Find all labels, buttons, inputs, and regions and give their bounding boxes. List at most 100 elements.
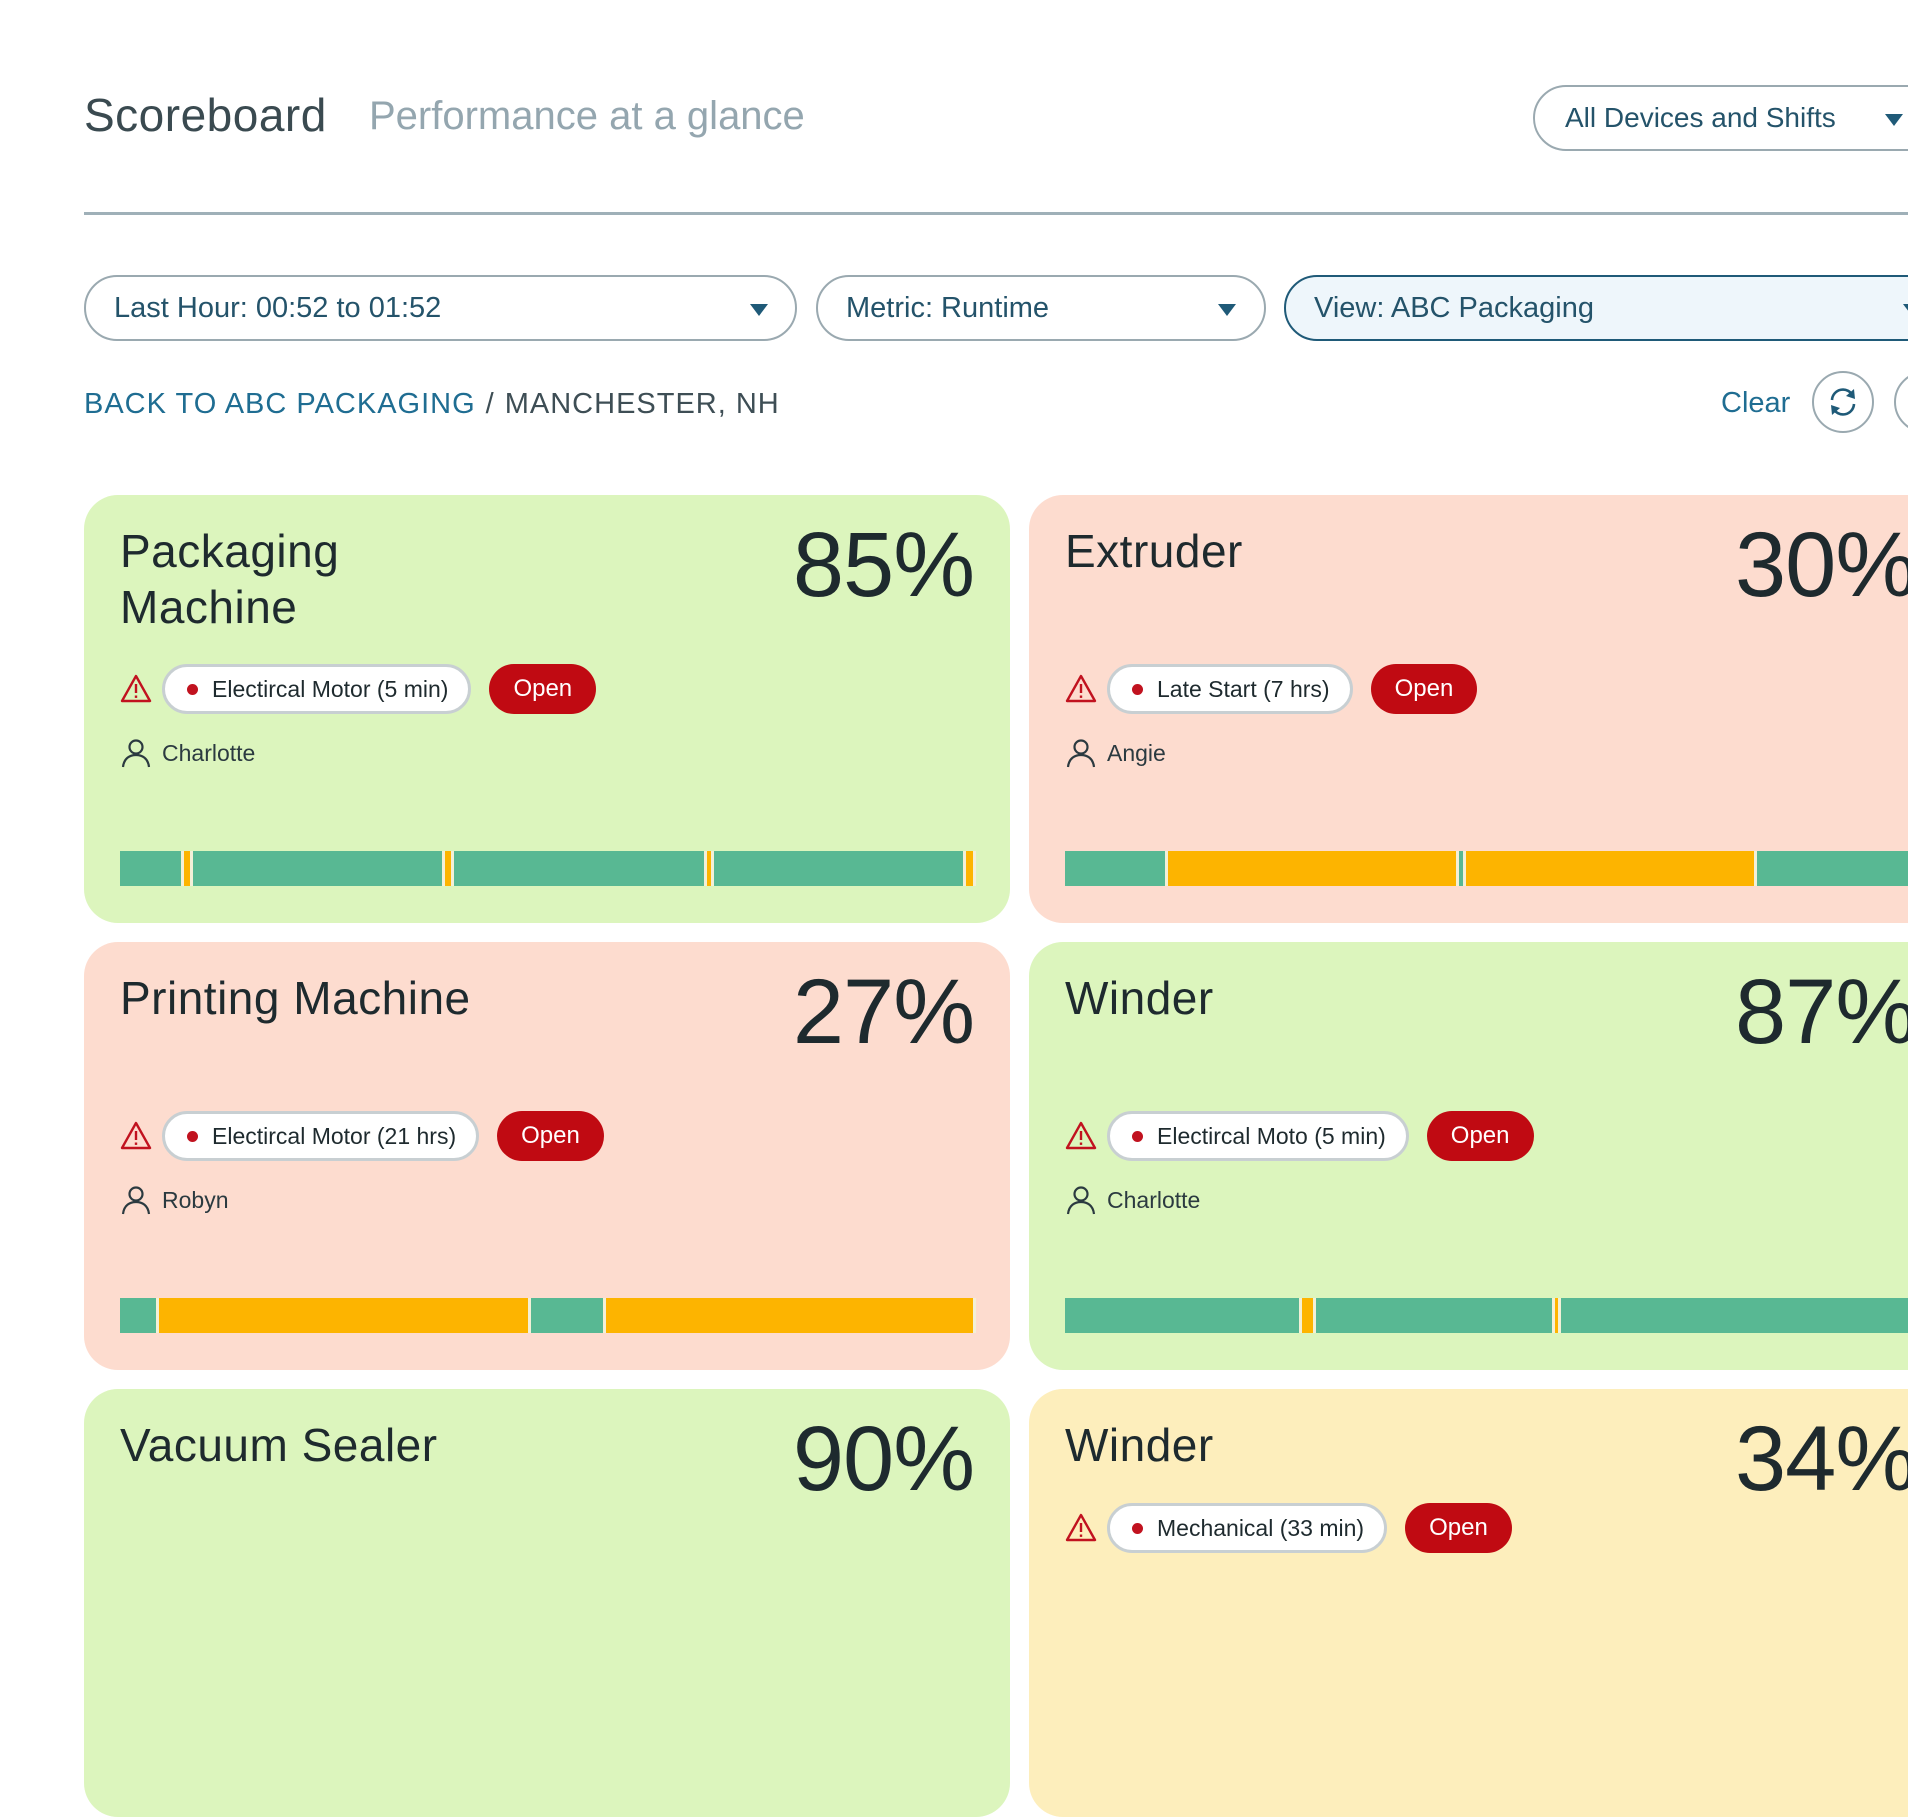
downtime-reason-label: Electircal Motor (5 min) bbox=[212, 675, 449, 702]
user-icon bbox=[120, 737, 152, 769]
timeline-running-segment[interactable] bbox=[192, 851, 446, 886]
timeline-running-segment[interactable] bbox=[1065, 851, 1168, 886]
device-percent: 85% bbox=[792, 514, 975, 616]
operator-name: Charlotte bbox=[162, 739, 256, 766]
device-percent: 30% bbox=[1735, 514, 1908, 616]
metric-select[interactable]: Metric: Runtime bbox=[816, 275, 1266, 341]
breadcrumb-current: MANCHESTER, NH bbox=[504, 388, 780, 420]
header-divider bbox=[84, 212, 1908, 215]
timeline-running-segment[interactable] bbox=[120, 851, 184, 886]
open-button[interactable]: Open bbox=[1405, 1503, 1512, 1553]
device-card[interactable]: Winder 87% Electircal Moto (5 min) Open Char… bbox=[1029, 942, 1908, 1370]
time-range-label: Last Hour: 00:52 to 01:52 bbox=[114, 291, 442, 324]
operator: Angie bbox=[1065, 737, 1166, 769]
device-card[interactable]: Packaging Machine 85% Electircal Motor (5 … bbox=[84, 495, 1010, 923]
device-card[interactable]: Winder 34% Mechanical (33 min) Open bbox=[1029, 1389, 1908, 1817]
timeline-idle-segment[interactable] bbox=[606, 1298, 976, 1333]
alert-row: Electircal Motor (5 min) Open bbox=[120, 663, 597, 715]
runtime-timeline bbox=[120, 851, 977, 886]
device-percent: 27% bbox=[792, 961, 975, 1063]
warning-icon bbox=[1065, 1120, 1097, 1152]
status-dot-icon bbox=[1132, 683, 1143, 695]
more-actions-button[interactable] bbox=[1894, 371, 1908, 433]
timeline-idle-segment[interactable] bbox=[1555, 1298, 1562, 1333]
timeline-idle-segment[interactable] bbox=[1301, 1298, 1316, 1333]
timeline-idle-segment[interactable] bbox=[445, 851, 455, 886]
open-button[interactable]: Open bbox=[1370, 664, 1478, 714]
operator: Charlotte bbox=[1065, 1184, 1200, 1216]
timeline-idle-segment[interactable] bbox=[966, 851, 977, 886]
timeline-idle-segment[interactable] bbox=[706, 851, 714, 886]
downtime-reason-label: Late Start (7 hrs) bbox=[1157, 675, 1330, 702]
device-name: Packaging Machine bbox=[120, 525, 340, 633]
warning-icon bbox=[1065, 673, 1097, 705]
operator-name: Robyn bbox=[162, 1186, 229, 1213]
timeline-idle-segment[interactable] bbox=[183, 851, 193, 886]
timeline-running-segment[interactable] bbox=[1757, 851, 1908, 886]
timeline-idle-segment[interactable] bbox=[1168, 851, 1459, 886]
device-name: Printing Machine bbox=[120, 972, 471, 1024]
operator-name: Angie bbox=[1107, 739, 1166, 766]
downtime-reason-chip[interactable]: Electircal Moto (5 min) bbox=[1107, 1111, 1409, 1161]
metric-label: Metric: Runtime bbox=[846, 291, 1050, 324]
runtime-timeline bbox=[120, 1298, 976, 1333]
status-dot-icon bbox=[187, 683, 198, 695]
operator: Robyn bbox=[120, 1184, 228, 1216]
open-button[interactable]: Open bbox=[489, 664, 597, 714]
operator-name: Charlotte bbox=[1107, 1186, 1201, 1213]
refresh-button[interactable] bbox=[1812, 371, 1874, 433]
timeline-running-segment[interactable] bbox=[713, 851, 967, 886]
warning-icon bbox=[1065, 1512, 1097, 1544]
timeline-running-segment[interactable] bbox=[531, 1298, 606, 1333]
clear-button[interactable]: Clear bbox=[1721, 387, 1791, 419]
device-name: Winder bbox=[1065, 972, 1214, 1024]
device-name: Winder bbox=[1065, 1419, 1214, 1471]
runtime-timeline bbox=[1065, 851, 1908, 886]
downtime-reason-chip[interactable]: Late Start (7 hrs) bbox=[1107, 664, 1353, 714]
device-card[interactable]: Vacuum Sealer 90% bbox=[84, 1389, 1010, 1817]
breadcrumb-back-link[interactable]: BACK TO ABC PACKAGING bbox=[84, 388, 476, 420]
alert-row: Mechanical (33 min) Open bbox=[1065, 1502, 1512, 1554]
downtime-reason-label: Electircal Motor (21 hrs) bbox=[212, 1122, 457, 1149]
downtime-reason-chip[interactable]: Electircal Motor (5 min) bbox=[162, 664, 472, 714]
timeline-running-segment[interactable] bbox=[1315, 1298, 1556, 1333]
timeline-running-segment[interactable] bbox=[1065, 1298, 1302, 1333]
breadcrumb-separator: / bbox=[485, 388, 495, 420]
downtime-reason-label: Electircal Moto (5 min) bbox=[1157, 1122, 1386, 1149]
time-range-select[interactable]: Last Hour: 00:52 to 01:52 bbox=[84, 275, 797, 341]
device-name: Extruder bbox=[1065, 525, 1243, 577]
warning-icon bbox=[120, 673, 152, 705]
downtime-reason-chip[interactable]: Electircal Motor (21 hrs) bbox=[162, 1111, 480, 1161]
devices-shifts-select-label: All Devices and Shifts bbox=[1565, 102, 1836, 133]
user-icon bbox=[120, 1184, 152, 1216]
downtime-reason-chip[interactable]: Mechanical (33 min) bbox=[1107, 1503, 1388, 1553]
device-percent: 87% bbox=[1735, 961, 1908, 1063]
chevron-down-icon bbox=[1903, 304, 1908, 316]
chevron-down-icon bbox=[750, 304, 768, 316]
warning-icon bbox=[120, 1120, 152, 1152]
chevron-down-icon bbox=[1885, 114, 1903, 126]
view-label: View: ABC Packaging bbox=[1314, 291, 1594, 324]
status-dot-icon bbox=[1132, 1522, 1143, 1534]
status-dot-icon bbox=[187, 1130, 198, 1142]
timeline-running-segment[interactable] bbox=[454, 851, 707, 886]
open-button[interactable]: Open bbox=[1426, 1111, 1534, 1161]
timeline-running-segment[interactable] bbox=[1561, 1298, 1908, 1333]
timeline-idle-segment[interactable] bbox=[1466, 851, 1757, 886]
chevron-down-icon bbox=[1218, 304, 1236, 316]
user-icon bbox=[1065, 737, 1097, 769]
device-card[interactable]: Extruder 30% Late Start (7 hrs) Open Angie bbox=[1029, 495, 1908, 923]
user-icon bbox=[1065, 1184, 1097, 1216]
operator: Charlotte bbox=[120, 737, 255, 769]
alert-row: Electircal Motor (21 hrs) Open bbox=[120, 1110, 604, 1162]
downtime-reason-label: Mechanical (33 min) bbox=[1157, 1514, 1365, 1541]
timeline-idle-segment[interactable] bbox=[159, 1298, 531, 1333]
open-button[interactable]: Open bbox=[497, 1111, 604, 1161]
breadcrumb: BACK TO ABC PACKAGING / MANCHESTER, NH bbox=[84, 388, 780, 421]
timeline-running-segment[interactable] bbox=[120, 1298, 159, 1333]
refresh-icon bbox=[1830, 388, 1856, 416]
devices-shifts-select[interactable]: All Devices and Shifts bbox=[1533, 85, 1908, 151]
device-card[interactable]: Printing Machine 27% Electircal Motor (21 … bbox=[84, 942, 1010, 1370]
timeline-running-segment[interactable] bbox=[1459, 851, 1466, 886]
view-select[interactable]: View: ABC Packaging bbox=[1284, 275, 1908, 341]
